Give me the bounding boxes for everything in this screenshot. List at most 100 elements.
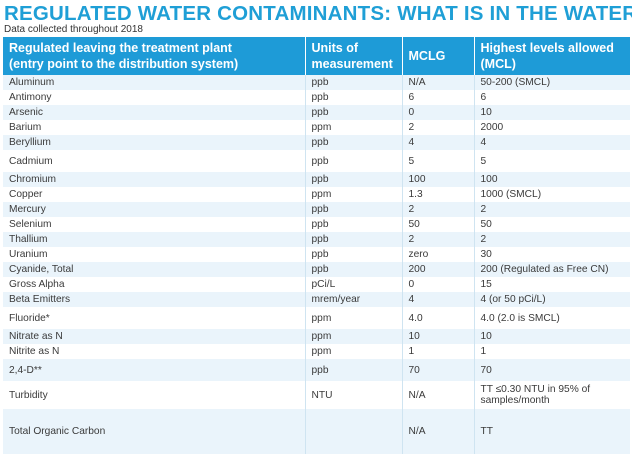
table-row: Barium ppm 2 2000 <box>3 120 630 135</box>
units-cell: ppb <box>305 135 403 150</box>
header-mcl-line2: (MCL) <box>480 57 516 71</box>
units-cell: ppb <box>305 105 403 120</box>
mclg-cell: N/A <box>402 409 475 454</box>
header-contaminant-line2: (entry point to the distribution system) <box>9 57 239 71</box>
mcl-cell: 50 <box>474 217 630 232</box>
mclg-cell: 200 <box>402 262 475 277</box>
contaminant-cell: Uranium <box>3 247 306 262</box>
contaminant-cell: Cyanide, Total <box>3 262 306 277</box>
mclg-cell: 2 <box>402 202 475 217</box>
mcl-cell: 10 <box>474 329 630 344</box>
mcl-cell: 50-200 (SMCL) <box>474 75 630 90</box>
header-mclg-line1: MCLG <box>408 49 446 63</box>
mclg-cell: 70 <box>402 359 475 381</box>
mclg-cell: 10 <box>402 329 475 344</box>
contaminant-cell: Fluoride* <box>3 307 306 329</box>
table-row: 2,4-D** ppb 70 70 <box>3 359 630 381</box>
mclg-cell: 6 <box>402 90 475 105</box>
table-row: Thallium ppb 2 2 <box>3 232 630 247</box>
units-cell: ppb <box>305 202 403 217</box>
mclg-cell: 50 <box>402 217 475 232</box>
mclg-cell: N/A <box>402 75 475 90</box>
table-row: Gross Alpha pCi/L 0 15 <box>3 277 630 292</box>
contaminant-cell: Aluminum <box>3 75 306 90</box>
mcl-cell: 6 <box>474 90 630 105</box>
table-row: Selenium ppb 50 50 <box>3 217 630 232</box>
units-cell: ppb <box>305 217 403 232</box>
units-cell: mrem/year <box>305 292 403 307</box>
table-row: Total Organic Carbon N/A TT <box>3 409 630 454</box>
mcl-cell: 4 (or 50 pCi/L) <box>474 292 630 307</box>
mclg-cell: 4.0 <box>402 307 475 329</box>
units-cell: ppm <box>305 307 403 329</box>
units-cell: ppb <box>305 359 403 381</box>
units-cell: ppb <box>305 150 403 172</box>
contaminant-cell: Cadmium <box>3 150 306 172</box>
contaminant-cell: Thallium <box>3 232 306 247</box>
mcl-cell: 100 <box>474 172 630 187</box>
table-row: Cadmium ppb 5 5 <box>3 150 630 172</box>
page-title: REGULATED WATER CONTAMINANTS: WHAT IS IN… <box>4 2 632 25</box>
header-units: Units of measurement <box>305 37 403 75</box>
units-cell: ppm <box>305 187 403 202</box>
units-cell: ppb <box>305 90 403 105</box>
header-contaminant-line1: Regulated leaving the treatment plant <box>9 41 232 55</box>
units-cell: ppb <box>305 262 403 277</box>
contaminant-cell: Antimony <box>3 90 306 105</box>
contaminant-cell: Nitrite as N <box>3 344 306 359</box>
contaminant-cell: Mercury <box>3 202 306 217</box>
mcl-cell: 1 <box>474 344 630 359</box>
table-row: Cyanide, Total ppb 200 200 (Regulated as Fr… <box>3 262 630 277</box>
table-row: Copper ppm 1.3 1000 (SMCL) <box>3 187 630 202</box>
table-row: Chromium ppb 100 100 <box>3 172 630 187</box>
table-row: Antimony ppb 6 6 <box>3 90 630 105</box>
header-mcl: Highest levels allowed (MCL) <box>474 37 630 75</box>
mcl-cell: 2 <box>474 232 630 247</box>
mcl-cell: 70 <box>474 359 630 381</box>
contaminant-cell: Selenium <box>3 217 306 232</box>
mclg-cell: 100 <box>402 172 475 187</box>
header-row: Regulated leaving the treatment plant (e… <box>3 37 630 75</box>
contaminant-cell: Nitrate as N <box>3 329 306 344</box>
units-cell: ppb <box>305 247 403 262</box>
page-subtitle: Data collected throughout 2018 <box>4 24 143 35</box>
table-body: Aluminum ppb N/A 50-200 (SMCL) Antimony ppb 6 6… <box>3 75 630 454</box>
mcl-cell: 1000 (SMCL) <box>474 187 630 202</box>
table-row: Fluoride* ppm 4.0 4.0 (2.0 is SMCL) <box>3 307 630 329</box>
units-cell: ppm <box>305 120 403 135</box>
mclg-cell: N/A <box>402 381 475 409</box>
header-mclg: MCLG <box>402 37 475 75</box>
table-row: Beryllium ppb 4 4 <box>3 135 630 150</box>
mcl-cell: 2000 <box>474 120 630 135</box>
contaminant-cell: Beta Emitters <box>3 292 306 307</box>
mcl-cell: 2 <box>474 202 630 217</box>
mclg-cell: 5 <box>402 150 475 172</box>
table-row: Mercury ppb 2 2 <box>3 202 630 217</box>
mcl-cell: TT <box>474 409 630 454</box>
contaminant-cell: Beryllium <box>3 135 306 150</box>
mcl-cell: 4.0 (2.0 is SMCL) <box>474 307 630 329</box>
contaminant-cell: 2,4-D** <box>3 359 306 381</box>
header-units-line2: measurement <box>311 57 393 71</box>
table-row: Aluminum ppb N/A 50-200 (SMCL) <box>3 75 630 90</box>
table-row: Arsenic ppb 0 10 <box>3 105 630 120</box>
header-units-line1: Units of <box>311 41 359 55</box>
contaminant-cell: Arsenic <box>3 105 306 120</box>
mclg-cell: 0 <box>402 105 475 120</box>
header-contaminant: Regulated leaving the treatment plant (e… <box>3 37 306 75</box>
table-row: Turbidity NTU N/A TT ≤0.30 NTU in 95% of sa… <box>3 381 630 409</box>
units-cell: ppb <box>305 75 403 90</box>
table-row: Uranium ppb zero 30 <box>3 247 630 262</box>
contaminant-cell: Chromium <box>3 172 306 187</box>
mclg-cell: 1 <box>402 344 475 359</box>
units-cell: ppm <box>305 329 403 344</box>
mclg-cell: 1.3 <box>402 187 475 202</box>
mcl-cell: TT ≤0.30 NTU in 95% of samples/month <box>474 381 630 409</box>
contaminant-cell: Copper <box>3 187 306 202</box>
contaminant-cell: Gross Alpha <box>3 277 306 292</box>
units-cell: ppb <box>305 232 403 247</box>
mclg-cell: 2 <box>402 232 475 247</box>
mcl-cell: 10 <box>474 105 630 120</box>
